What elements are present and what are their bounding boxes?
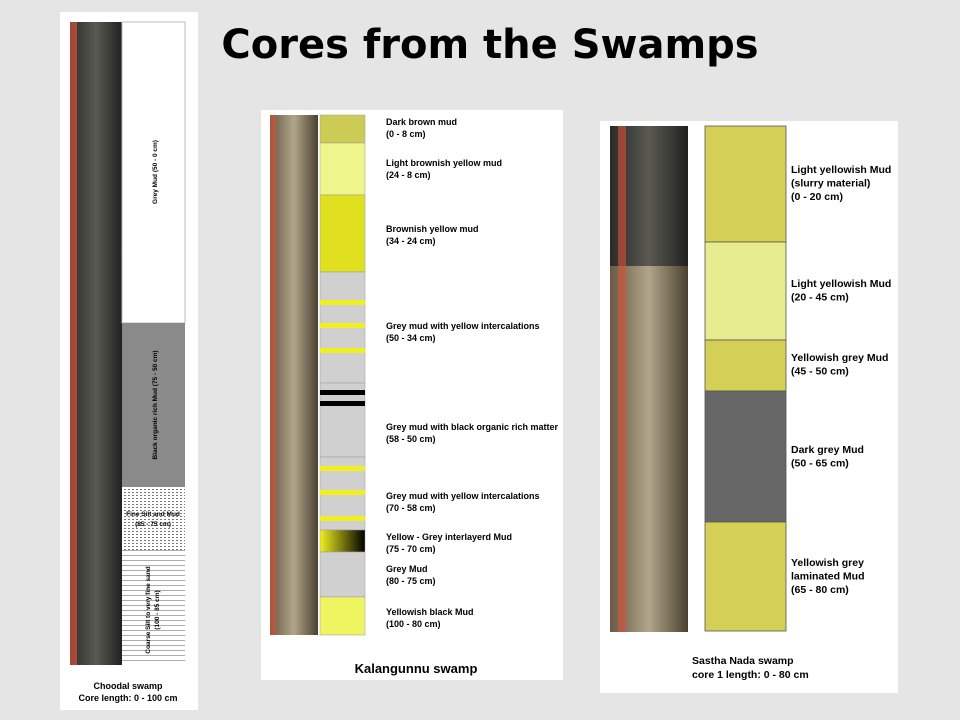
layer-label: Grey Mud (50 - 0 cm) — [152, 140, 159, 204]
layer-label: (45 - 50 cm) — [791, 366, 849, 378]
layer-label: (58 - 50 cm) — [386, 434, 436, 444]
caption: Core length: 0 - 100 cm — [78, 693, 177, 703]
layer-label: Yellowish black Mud — [386, 607, 474, 617]
layer-label: laminated Mud — [791, 571, 865, 583]
layer — [122, 323, 185, 487]
layer-label: Coarse Silt to very fine sand — [145, 566, 152, 653]
layer-label: Grey mud with yellow intercalations — [386, 491, 540, 501]
layer-label: (100 - 85 cm) — [154, 590, 161, 629]
layer-label: (85 - 75 cm) — [135, 521, 171, 528]
ruler — [70, 22, 77, 665]
layer-label: (75 - 70 cm) — [386, 544, 436, 554]
layer-label: Yellow - Grey interlayerd Mud — [386, 532, 512, 542]
core-photo — [270, 115, 318, 635]
layer-label: Brownish yellow mud — [386, 224, 479, 234]
stripes — [320, 300, 365, 521]
layer-label: (50 - 34 cm) — [386, 333, 436, 343]
layer-label: (50 - 65 cm) — [791, 458, 849, 470]
column — [319, 114, 366, 636]
layer-label: (0 - 20 cm) — [791, 191, 843, 203]
caption: Sastha Nada swamp — [692, 655, 794, 667]
core-photo — [70, 322, 122, 665]
layer-label: (slurry material) — [791, 178, 870, 190]
layer — [122, 550, 185, 665]
caption: core 1 length: 0 - 80 cm — [692, 669, 809, 681]
layer-label: (24 - 8 cm) — [386, 170, 431, 180]
layer-label: Grey mud with black organic rich matter — [386, 422, 559, 432]
layer-label: Black organic rich Mud (75 - 50 cm) — [152, 350, 159, 459]
layer-label: (34 - 24 cm) — [386, 236, 436, 246]
ruler — [270, 115, 276, 635]
layer — [121, 21, 186, 324]
layer-label: (100 - 80 cm) — [386, 619, 441, 629]
column — [704, 125, 787, 632]
layer-label: (70 - 58 cm) — [386, 503, 436, 513]
layer-label: Dark grey Mud — [791, 444, 864, 456]
layer-label: Grey Mud — [386, 564, 428, 574]
layer-label: Light brownish yellow mud — [386, 158, 502, 168]
caption: Choodal swamp — [93, 681, 163, 691]
layer-label: Yellowish grey Mud — [791, 352, 888, 364]
layer-label: (65 - 80 cm) — [791, 584, 849, 596]
layer-label: (80 - 75 cm) — [386, 576, 436, 586]
layer-label: Light yellowish Mud — [791, 278, 891, 290]
layer-label: (20 - 45 cm) — [791, 292, 849, 304]
title: Cores from the Swamps — [221, 22, 758, 68]
caption: Kalangunnu swamp — [355, 661, 478, 676]
ruler — [618, 126, 626, 632]
layer-label: (0 - 8 cm) — [386, 129, 426, 139]
layer-label: Fine Silt and Mud — [126, 511, 180, 518]
layer — [122, 487, 185, 550]
core-photo — [70, 22, 122, 322]
layer-label: Light yellowish Mud — [791, 164, 891, 176]
layer-label: Grey mud with yellow intercalations — [386, 321, 540, 331]
layer-label: Yellowish grey — [791, 557, 864, 569]
layer-label: Dark brown mud — [386, 117, 457, 127]
